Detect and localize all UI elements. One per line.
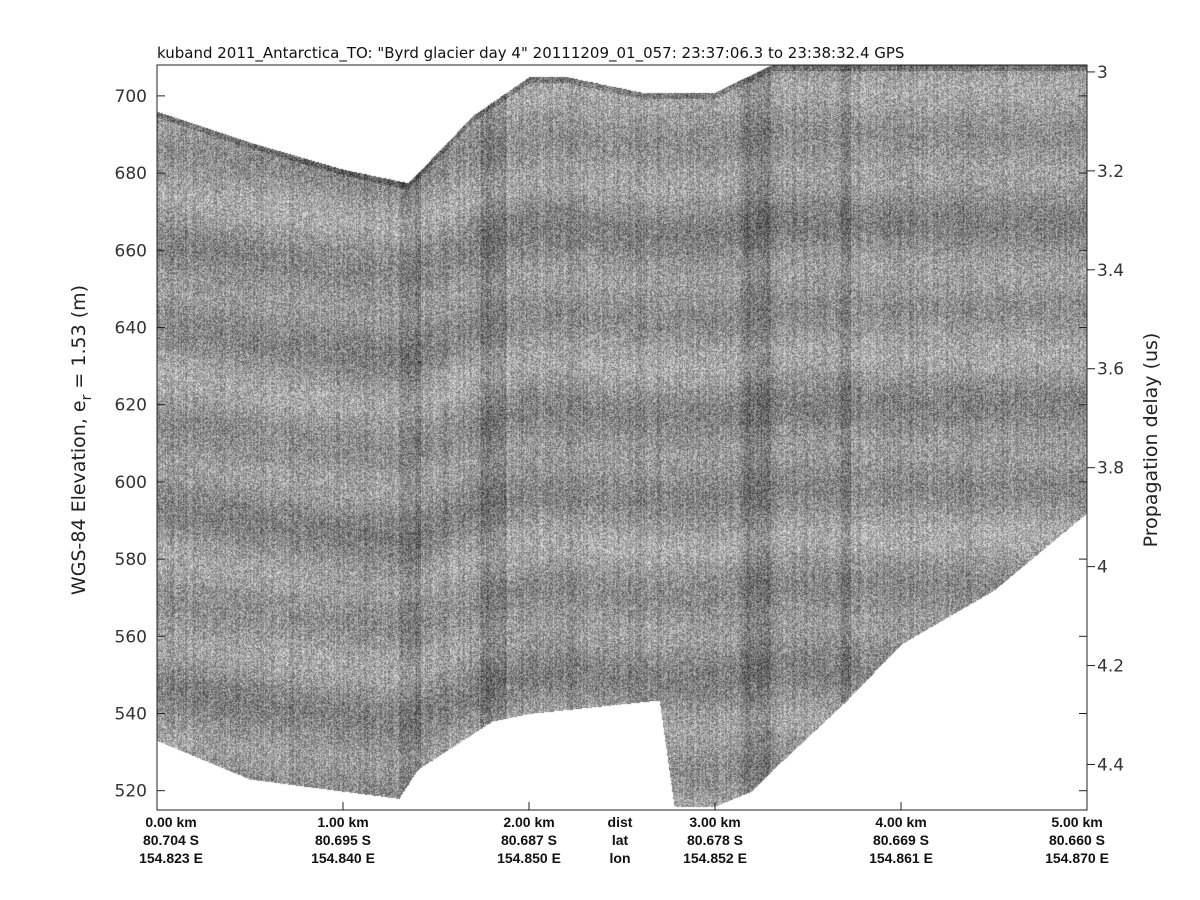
x-tick-label-lat: 80.695 S [315,832,371,848]
x-tick-label-lat: 80.678 S [687,832,743,848]
row-label-lat: lat [612,832,629,848]
echogram-image [157,65,1087,810]
x-tick-label-dist: 5.00 km [1051,814,1102,830]
y-tick-label-right: 3.8 [1097,459,1124,479]
y-tick-label-right: 3.6 [1097,360,1124,380]
x-tick-label-lon: 154.840 E [311,850,375,866]
y-tick-label-left: 700 [115,87,147,107]
x-tick-label-lat: 80.704 S [143,832,199,848]
y-tick-label-left: 600 [115,473,147,493]
x-tick-label-lon: 154.861 E [869,850,933,866]
y-tick-label-left: 540 [115,704,147,724]
x-tick-label-lat: 80.687 S [501,832,557,848]
y-tick-label-right: 3 [1097,63,1108,83]
y-tick-label-right: 4.2 [1097,657,1124,677]
x-tick-label-dist: 4.00 km [875,814,926,830]
plot-frame [156,64,1088,811]
x-tick-label-dist: 0.00 km [145,814,196,830]
y-tick-label-right: 3.4 [1097,261,1124,281]
x-tick-label-dist: 3.00 km [689,814,740,830]
y-tick-label-right: 4.4 [1097,755,1124,775]
y-tick-label-right: 4 [1097,558,1108,578]
row-label-dist: dist [608,814,633,830]
x-tick-label-lat: 80.660 S [1049,832,1105,848]
y-tick-label-left: 580 [115,550,147,570]
y-tick-label-left: 660 [115,241,147,261]
chart-title: kuband 2011_Antarctica_TO: "Byrd glacier… [157,44,905,62]
row-label-lon: lon [610,850,631,866]
x-tick-label-lon: 154.870 E [1045,850,1109,866]
y-axis-label-left: WGS-84 Elevation, er = 1.53 (m) [68,285,95,595]
y-axis-label-right: Propagation delay (us) [1140,333,1162,548]
y-tick-label-right: 3.2 [1097,162,1124,182]
y-tick-label-left: 640 [115,318,147,338]
x-tick-label-lon: 154.852 E [683,850,747,866]
x-tick-label-lon: 154.823 E [139,850,203,866]
y-tick-label-left: 560 [115,627,147,647]
x-tick-label-lon: 154.850 E [497,850,561,866]
x-tick-label-lat: 80.669 S [873,832,929,848]
x-tick-label-dist: 2.00 km [503,814,554,830]
y-tick-label-left: 620 [115,396,147,416]
y-tick-label-left: 520 [115,782,147,802]
y-tick-label-left: 680 [115,164,147,184]
x-tick-label-dist: 1.00 km [317,814,368,830]
